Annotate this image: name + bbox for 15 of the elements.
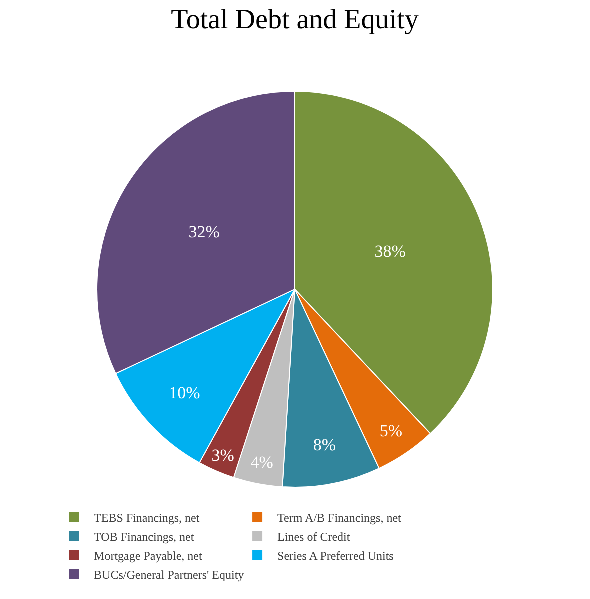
data-label: 3%: [212, 446, 234, 466]
legend-label: Lines of Credit: [278, 530, 351, 544]
legend-label: TOB Financings, net: [94, 530, 195, 544]
data-label: 4%: [250, 452, 274, 472]
legend-label: Term A/B Financings, net: [278, 511, 402, 526]
data-label: 8%: [313, 436, 336, 455]
legend-label: BUCs/General Partners' Equity: [94, 568, 244, 582]
legend-label: Series A Preferred Units: [278, 549, 394, 564]
data-label: 5%: [380, 422, 403, 441]
data-label: 10%: [169, 383, 200, 402]
data-label: 32%: [188, 222, 220, 242]
data-label: 38%: [374, 242, 406, 262]
legend-label: TEBS Financings, net: [94, 511, 200, 526]
legend-label: Mortgage Payable, net: [94, 549, 204, 564]
chart-title: Total Debt and Equity: [171, 4, 419, 36]
